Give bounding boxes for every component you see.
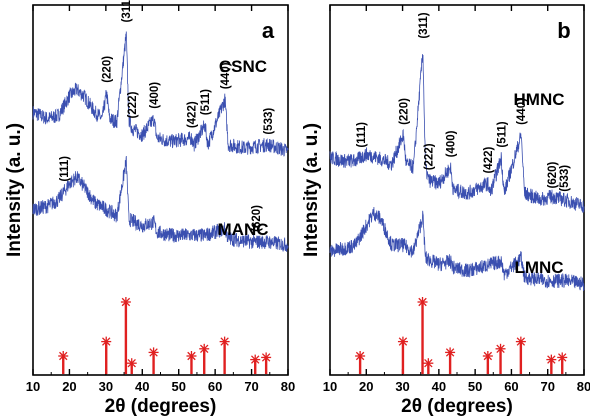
peak-label: (422) bbox=[186, 101, 198, 128]
peak-label: (111) bbox=[59, 156, 71, 182]
marker-stroke bbox=[424, 358, 433, 368]
panel-letter: b bbox=[557, 18, 570, 43]
marker-stroke bbox=[200, 344, 209, 354]
peak-label: (440) bbox=[516, 98, 528, 125]
peak-label: (311) bbox=[418, 12, 430, 38]
marker-stroke bbox=[149, 348, 158, 357]
peak-label: (511) bbox=[496, 121, 508, 147]
reference-peak-marker bbox=[250, 354, 261, 365]
y-axis-label: Intensity (a. u.) bbox=[301, 123, 322, 257]
x-tick-label: 50 bbox=[468, 379, 482, 394]
marker-stroke bbox=[445, 348, 455, 357]
marker-stroke bbox=[251, 355, 260, 364]
marker-stroke bbox=[121, 297, 131, 307]
reference-peak-marker bbox=[120, 297, 131, 307]
peak-label: (222) bbox=[127, 91, 139, 118]
reference-peak-marker bbox=[445, 347, 456, 358]
marker-stroke bbox=[516, 337, 526, 346]
reference-peak-marker bbox=[186, 351, 197, 361]
peak-label: (220) bbox=[398, 98, 410, 125]
peak-label: (440) bbox=[220, 62, 232, 89]
x-tick-label: 30 bbox=[395, 379, 409, 394]
marker-stroke bbox=[355, 351, 365, 361]
peak-label: (220) bbox=[102, 56, 114, 83]
x-tick-label: 70 bbox=[244, 379, 258, 394]
marker-stroke bbox=[102, 337, 111, 346]
chart-panel-a: 10 20 30 40 50 60 70 80 2θ (degrees) Intensity (a… bbox=[4, 0, 295, 417]
peak-label: (111) bbox=[356, 122, 368, 148]
x-tick-label: 60 bbox=[504, 379, 518, 394]
series-line-lmnc bbox=[329, 206, 585, 292]
marker-stroke bbox=[496, 344, 505, 354]
x-axis-label: 2θ (degrees) bbox=[105, 396, 217, 417]
x-tick-label: 60 bbox=[208, 379, 222, 394]
x-tick-label: 40 bbox=[432, 379, 446, 394]
reference-peak-marker bbox=[515, 336, 526, 347]
x-tick-label: 30 bbox=[99, 379, 113, 394]
x-tick-label: 40 bbox=[135, 379, 149, 394]
reference-peak-marker bbox=[546, 354, 557, 365]
x-tick-label: 70 bbox=[540, 379, 554, 394]
peak-label: (511) bbox=[200, 89, 212, 115]
reference-peak-marker bbox=[355, 351, 366, 361]
series-line-manc bbox=[32, 155, 289, 252]
series-label-hmnc: HMNC bbox=[514, 90, 565, 109]
reference-peak-marker bbox=[148, 347, 159, 358]
y-axis-label: Intensity (a. u.) bbox=[4, 123, 25, 257]
peak-label: (311) bbox=[121, 0, 133, 22]
marker-stroke bbox=[418, 297, 427, 307]
marker-stroke bbox=[398, 337, 408, 346]
peak-label: (533) bbox=[263, 108, 275, 135]
peak-label: (400) bbox=[445, 130, 457, 157]
reference-peak-marker bbox=[423, 358, 434, 369]
x-tick-label: 80 bbox=[577, 379, 590, 394]
reference-peak-marker bbox=[219, 336, 230, 347]
reference-peak-marker bbox=[58, 351, 69, 361]
x-tick-label: 20 bbox=[62, 379, 76, 394]
x-tick-label: 10 bbox=[26, 379, 40, 394]
marker-stroke bbox=[261, 353, 271, 362]
series-label-lmnc: LMNC bbox=[514, 258, 563, 277]
marker-stroke bbox=[127, 358, 136, 368]
peak-label: (620) bbox=[547, 161, 559, 188]
series-label-manc: MANC bbox=[218, 220, 269, 239]
reference-peak-marker bbox=[101, 336, 112, 347]
chart-panel-b: 10 20 30 40 50 60 70 80 2θ (degrees) Intensity (a… bbox=[301, 4, 590, 417]
peak-label: (222) bbox=[424, 143, 436, 170]
marker-stroke bbox=[187, 351, 196, 361]
x-tick-label: 10 bbox=[323, 379, 337, 394]
x-axis-label: 2θ (degrees) bbox=[401, 396, 513, 417]
marker-stroke bbox=[59, 351, 68, 361]
x-tick-label: 50 bbox=[171, 379, 185, 394]
marker-stroke bbox=[547, 355, 556, 364]
marker-stroke bbox=[558, 353, 567, 362]
peak-label: (620) bbox=[251, 205, 263, 232]
reference-peak-marker bbox=[397, 336, 408, 347]
marker-stroke bbox=[220, 337, 229, 346]
panel-letter: a bbox=[262, 18, 275, 43]
peak-label: (400) bbox=[149, 82, 161, 109]
series-line-csnc bbox=[32, 31, 289, 157]
reference-peak-marker bbox=[199, 343, 210, 354]
x-tick-label: 80 bbox=[281, 379, 295, 394]
series-label-csnc: CSNC bbox=[219, 57, 267, 76]
reference-peak-marker bbox=[261, 352, 272, 363]
x-tick-label: 20 bbox=[359, 379, 373, 394]
series-line-hmnc bbox=[329, 54, 585, 213]
reference-peak-marker bbox=[482, 351, 493, 361]
reference-peak-marker bbox=[495, 343, 506, 354]
marker-stroke bbox=[483, 351, 493, 361]
reference-peak-marker bbox=[417, 297, 428, 307]
reference-peak-marker bbox=[126, 358, 137, 369]
peak-label: (533) bbox=[559, 165, 571, 192]
reference-peak-marker bbox=[557, 352, 568, 363]
peak-label: (422) bbox=[483, 147, 495, 174]
